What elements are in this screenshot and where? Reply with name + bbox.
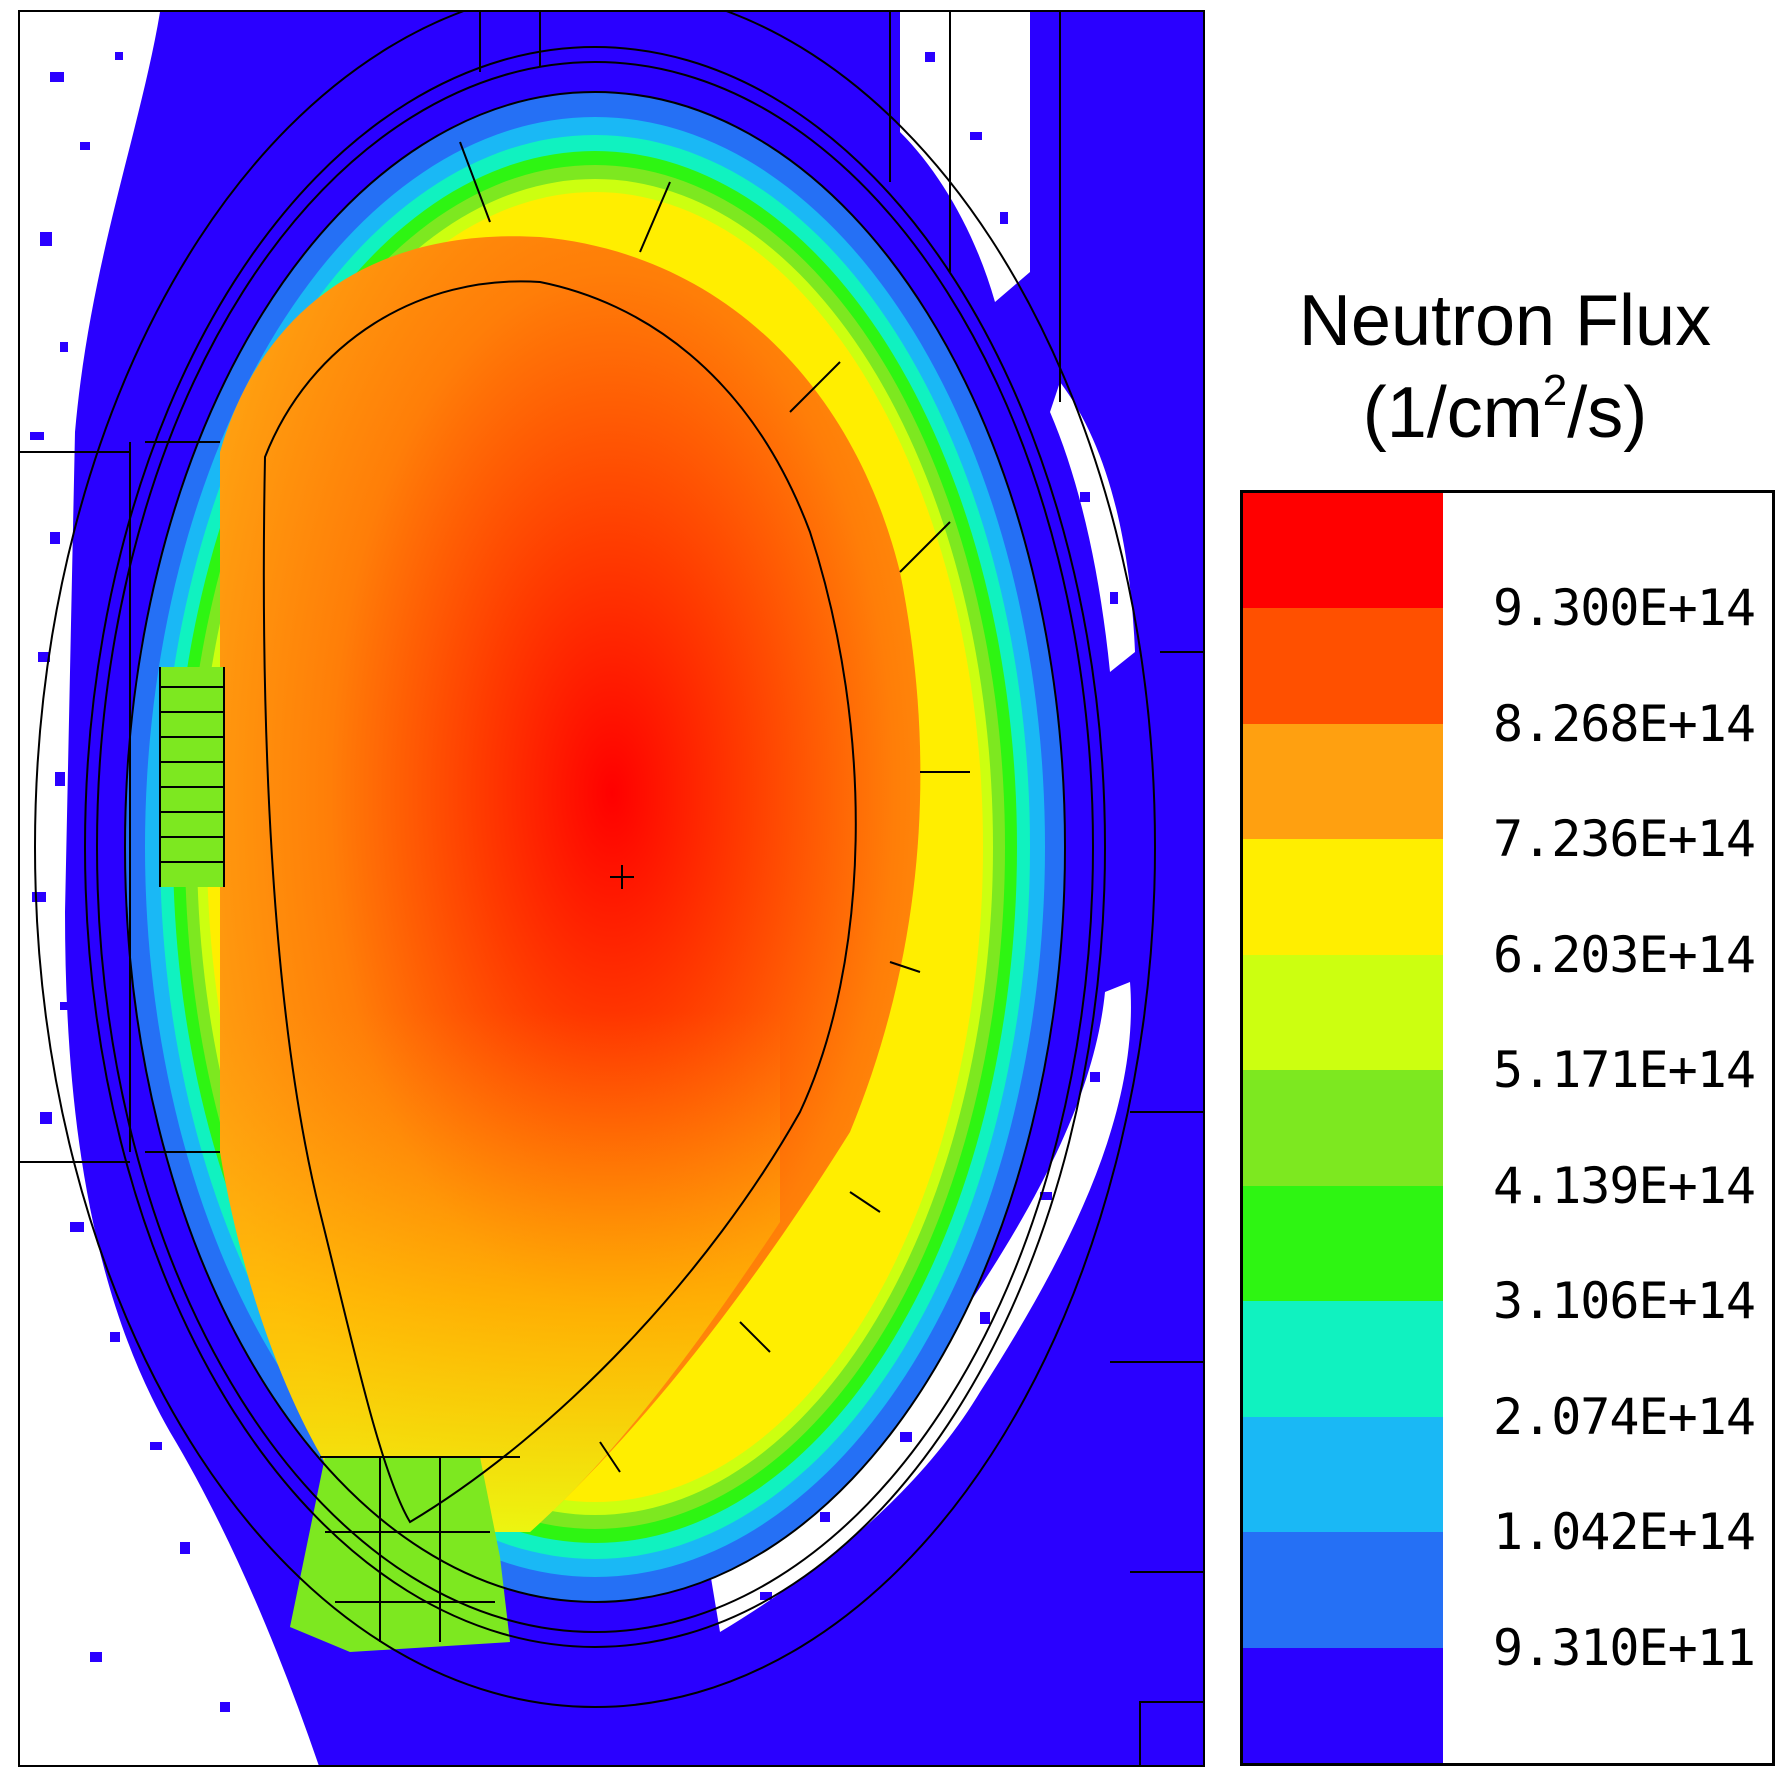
legend-label: 6.203E+14: [1493, 925, 1756, 984]
void-top-right: [900, 12, 1030, 302]
void-left-outer: [20, 12, 319, 1765]
inboard-port: [160, 667, 224, 887]
legend-label: 9.310E+11: [1493, 1618, 1756, 1677]
legend-label: 4.139E+14: [1493, 1156, 1756, 1215]
legend-title-line2: (1/cm2/s): [1230, 367, 1778, 459]
flux-map-svg: [20, 12, 1203, 1765]
legend-unit-end: /s): [1567, 373, 1648, 453]
legend-swatch: [1243, 1647, 1443, 1763]
legend-swatch: [1243, 723, 1443, 840]
legend-title-line1: Neutron Flux: [1298, 281, 1712, 361]
legend-swatch: [1243, 1070, 1443, 1186]
flux-map: [18, 10, 1205, 1767]
legend-swatch: [1243, 1532, 1443, 1648]
legend-swatch: [1243, 608, 1443, 724]
legend-label: 1.042E+14: [1493, 1503, 1756, 1562]
legend-swatch: [1243, 839, 1443, 955]
void-lower-right: [710, 982, 1131, 1632]
legend-title: Neutron Flux (1/cm2/s): [1230, 275, 1778, 459]
legend-swatch: [1243, 1301, 1443, 1417]
divertor-cassette: [290, 1457, 510, 1652]
legend-swatch: [1243, 493, 1443, 609]
legend-swatch: [1243, 1185, 1443, 1302]
legend-label: 2.074E+14: [1493, 1387, 1756, 1446]
legend-unit-base: (1/cm: [1362, 373, 1543, 453]
legend-unit-sup: 2: [1542, 366, 1568, 415]
color-legend: 9.300E+14 8.268E+14 7.236E+14 6.203E+14 5.17…: [1240, 490, 1775, 1766]
legend-swatches: [1243, 493, 1443, 1763]
legend-label: 9.300E+14: [1493, 579, 1756, 638]
geometry-lines: [20, 12, 1203, 1765]
legend-label: 3.106E+14: [1493, 1272, 1756, 1331]
legend-swatch: [1243, 954, 1443, 1071]
legend-label: 8.268E+14: [1493, 694, 1756, 753]
legend-label: 5.171E+14: [1493, 1041, 1756, 1100]
plasma-lower-shading: [220, 1012, 780, 1532]
legend-swatch: [1243, 1416, 1443, 1533]
plasma-center-marker: [610, 865, 634, 889]
legend-label: 7.236E+14: [1493, 810, 1756, 869]
